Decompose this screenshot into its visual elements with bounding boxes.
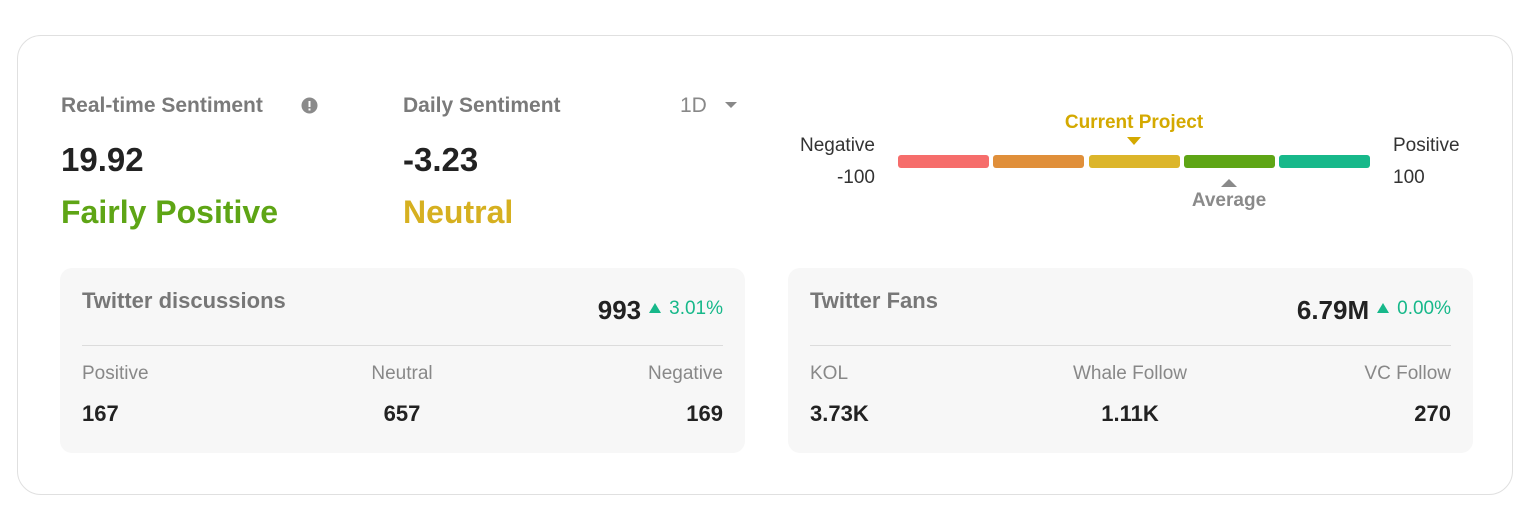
item-label: Negative xyxy=(648,363,723,384)
card-change: 3.01% xyxy=(669,298,723,319)
realtime-value: 19.92 xyxy=(61,141,144,178)
average-marker xyxy=(1221,179,1237,187)
item-label: VC Follow xyxy=(1364,363,1451,384)
realtime-status: Fairly Positive xyxy=(61,194,278,230)
card-total: 6.79M xyxy=(1296,295,1370,325)
item-value: 657 xyxy=(383,401,421,426)
gauge-min: -100 xyxy=(836,167,875,188)
gauge-negative-label: Negative xyxy=(800,135,875,156)
card-change: 0.00% xyxy=(1397,298,1451,319)
item-label: Whale Follow xyxy=(1072,363,1188,384)
item-value: 270 xyxy=(1414,401,1451,426)
item-value: 1.11K xyxy=(1101,401,1159,426)
card-total: 993 xyxy=(597,295,642,325)
gauge-segment xyxy=(1089,155,1180,168)
item-value: 169 xyxy=(686,401,723,426)
gauge-segment xyxy=(1184,155,1275,168)
stat-card: Twitter Fans 0.00% 6.79M KOL 3.73K Whale Foll… xyxy=(788,268,1473,453)
gauge-max: 100 xyxy=(1393,167,1425,188)
card-divider xyxy=(810,345,1451,346)
daily-status: Neutral xyxy=(403,194,514,230)
up-arrow xyxy=(649,303,662,313)
up-arrow xyxy=(1377,303,1390,313)
card-divider xyxy=(82,345,723,346)
item-value: 167 xyxy=(82,401,119,426)
gauge-segment xyxy=(1279,155,1370,168)
daily-label: Daily Sentiment xyxy=(403,94,561,117)
item-label: Positive xyxy=(82,363,149,384)
info-icon[interactable] xyxy=(301,97,318,114)
panel-frame xyxy=(17,35,1513,495)
card-title: Twitter discussions xyxy=(82,288,286,313)
dropdown-caret[interactable] xyxy=(725,101,737,109)
item-label: KOL xyxy=(810,363,849,384)
item-value: 3.73K xyxy=(810,401,869,426)
gauge-segment xyxy=(993,155,1084,168)
gauge-positive-label: Positive xyxy=(1393,135,1460,156)
item-label: Neutral xyxy=(371,363,433,384)
daily-value: -3.23 xyxy=(403,141,479,178)
card-title: Twitter Fans xyxy=(810,288,938,313)
current-project-label: Current Project xyxy=(1064,112,1204,133)
period-dropdown[interactable]: 1D xyxy=(680,94,707,117)
gauge-segment xyxy=(898,155,989,168)
stat-card: Twitter discussions 3.01% 993 Positive 167 Ne… xyxy=(60,268,745,453)
current-marker xyxy=(1127,137,1141,145)
average-label: Average xyxy=(1191,190,1267,211)
realtime-label: Real-time Sentiment xyxy=(61,94,263,117)
